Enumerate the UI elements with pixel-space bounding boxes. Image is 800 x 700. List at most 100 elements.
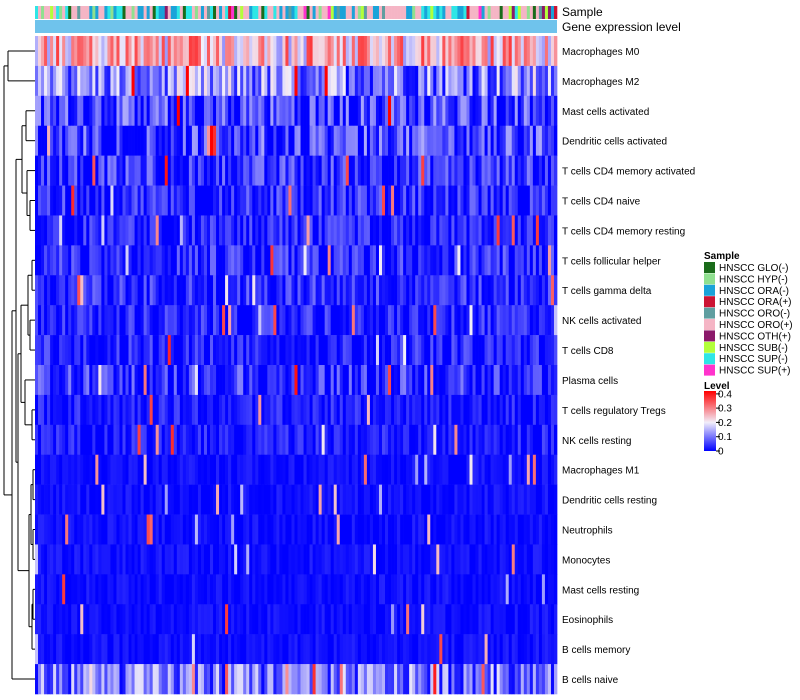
heatmap-cell: [532, 36, 537, 67]
heatmap-cell: [360, 305, 365, 336]
heatmap-cell: [363, 365, 368, 396]
heatmap-cell: [538, 544, 543, 575]
heatmap-cell: [315, 275, 319, 306]
heatmap-cell: [62, 65, 66, 97]
heatmap-cell: [131, 574, 135, 605]
heatmap-cell: [182, 125, 187, 156]
heatmap-cell: [297, 604, 301, 635]
heatmap-cell: [538, 305, 543, 336]
heatmap-cell: [523, 394, 528, 426]
heatmap-cell: [520, 95, 525, 127]
heatmap-cell: [318, 335, 322, 366]
heatmap-cell: [128, 574, 132, 605]
heatmap-cell: [252, 275, 256, 306]
legend-swatch: [704, 262, 715, 273]
heatmap-cell: [155, 36, 160, 67]
heatmap-cell: [270, 275, 274, 306]
heatmap-cell: [535, 484, 540, 515]
heatmap-cell: [143, 155, 147, 186]
heatmap-cell: [427, 275, 431, 306]
heatmap-cell: [496, 514, 501, 545]
heatmap-cell: [363, 424, 368, 456]
heatmap-cell: [113, 484, 117, 515]
heatmap-cell: [98, 95, 102, 127]
heatmap-cell: [505, 365, 510, 396]
heatmap-cell: [125, 484, 129, 515]
heatmap-cell: [89, 484, 93, 515]
heatmap-cell: [270, 574, 274, 605]
sample-annotation-cell: [210, 6, 214, 19]
heatmap-cell: [137, 514, 141, 545]
heatmap-cell: [475, 305, 479, 336]
heatmap-cell: [496, 454, 501, 485]
heatmap-cell: [475, 514, 479, 545]
heatmap-cell: [550, 125, 555, 156]
heatmap-cell: [330, 544, 335, 575]
heatmap-cell: [252, 424, 256, 456]
heatmap-cell: [520, 544, 525, 575]
heatmap-cell: [200, 125, 205, 156]
heatmap-cell: [246, 215, 250, 246]
heatmap-cell: [381, 155, 386, 186]
heatmap-cell: [270, 664, 274, 695]
heatmap-cell: [243, 634, 247, 665]
heatmap-cell: [191, 65, 196, 97]
heatmap-cell: [240, 484, 244, 515]
heatmap-cell: [258, 664, 262, 695]
heatmap-cell: [53, 65, 57, 97]
heatmap-cell: [430, 245, 434, 276]
heatmap-cell: [351, 394, 356, 426]
heatmap-cell: [170, 664, 175, 695]
heatmap-cell: [523, 544, 528, 575]
heatmap-cell: [499, 424, 504, 456]
heatmap-cell: [418, 275, 422, 306]
heatmap-cell: [128, 65, 132, 97]
heatmap-cell: [261, 185, 265, 216]
heatmap-cell: [243, 664, 247, 695]
heatmap-cell: [279, 604, 283, 635]
heatmap-cell: [59, 454, 63, 485]
heatmap-cell: [116, 275, 120, 306]
heatmap-cell: [372, 275, 377, 306]
heatmap-cell: [222, 65, 226, 97]
heatmap-cell: [270, 365, 274, 396]
sample-annotation-cell: [433, 6, 437, 19]
heatmap-cell: [436, 664, 440, 695]
heatmap-cell: [152, 454, 157, 485]
heatmap-cell: [137, 245, 141, 276]
heatmap-cell: [50, 335, 54, 366]
heatmap-cell: [203, 664, 208, 695]
heatmap-cell: [252, 514, 256, 545]
heatmap-cell: [306, 95, 310, 127]
heatmap-cell: [143, 454, 147, 485]
heatmap-cell: [191, 544, 196, 575]
heatmap-cell: [170, 424, 175, 456]
heatmap-cell: [445, 65, 449, 97]
heatmap-cell: [158, 36, 163, 67]
heatmap-cell: [339, 65, 344, 97]
heatmap-cell: [451, 36, 455, 67]
heatmap-cell: [430, 394, 434, 426]
heatmap-cell: [309, 125, 313, 156]
heatmap-cell: [53, 335, 57, 366]
heatmap-cell: [62, 215, 66, 246]
heatmap-cell: [427, 544, 431, 575]
heatmap-cell: [243, 544, 247, 575]
heatmap-cell: [369, 394, 374, 426]
heatmap-cell: [442, 454, 446, 485]
heatmap-cell: [243, 394, 247, 426]
sample-annotation-cell: [77, 6, 81, 19]
heatmap-cell: [270, 454, 274, 485]
heatmap-cell: [255, 125, 259, 156]
heatmap-cell: [125, 245, 129, 276]
sample-annotation-cell: [179, 6, 184, 19]
heatmap-cell: [282, 125, 286, 156]
heatmap-cell: [116, 424, 120, 456]
heatmap-cell: [56, 335, 60, 366]
heatmap-cell: [158, 245, 163, 276]
heatmap-cell: [394, 544, 398, 575]
heatmap-cell: [451, 155, 455, 186]
heatmap-cell: [86, 65, 90, 97]
heatmap-cell: [306, 514, 310, 545]
heatmap-cell: [158, 215, 163, 246]
